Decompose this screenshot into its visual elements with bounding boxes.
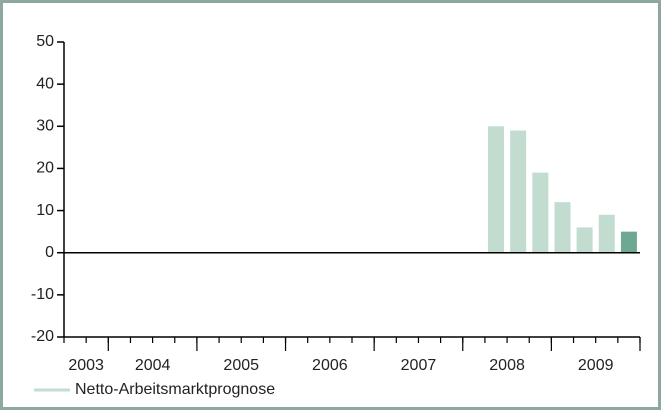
x-tick-label: 2007 — [401, 357, 437, 374]
bar — [576, 227, 593, 253]
bar — [554, 202, 571, 253]
bar — [488, 126, 504, 253]
x-tick-label: 2005 — [223, 357, 259, 374]
bar — [620, 231, 637, 253]
y-tick-label: 40 — [36, 75, 54, 92]
legend-label: Netto-Arbeitsmarktprognose — [75, 381, 275, 398]
y-tick-label: -20 — [31, 328, 54, 345]
x-tick-label: 2006 — [312, 357, 348, 374]
bar — [532, 172, 549, 253]
bar — [510, 130, 527, 253]
y-tick-label: 0 — [45, 244, 54, 261]
bar — [598, 214, 615, 253]
x-tick-label: 2004 — [135, 357, 171, 374]
y-tick-label: 30 — [36, 118, 54, 135]
y-tick-label: 10 — [36, 202, 54, 219]
x-tick-label: 2009 — [578, 357, 614, 374]
x-tick-label: 2003 — [68, 357, 104, 374]
y-tick-label: 50 — [36, 33, 54, 50]
y-tick-label: -10 — [31, 286, 54, 303]
x-tick-label: 2008 — [489, 357, 525, 374]
y-tick-label: 20 — [36, 160, 54, 177]
